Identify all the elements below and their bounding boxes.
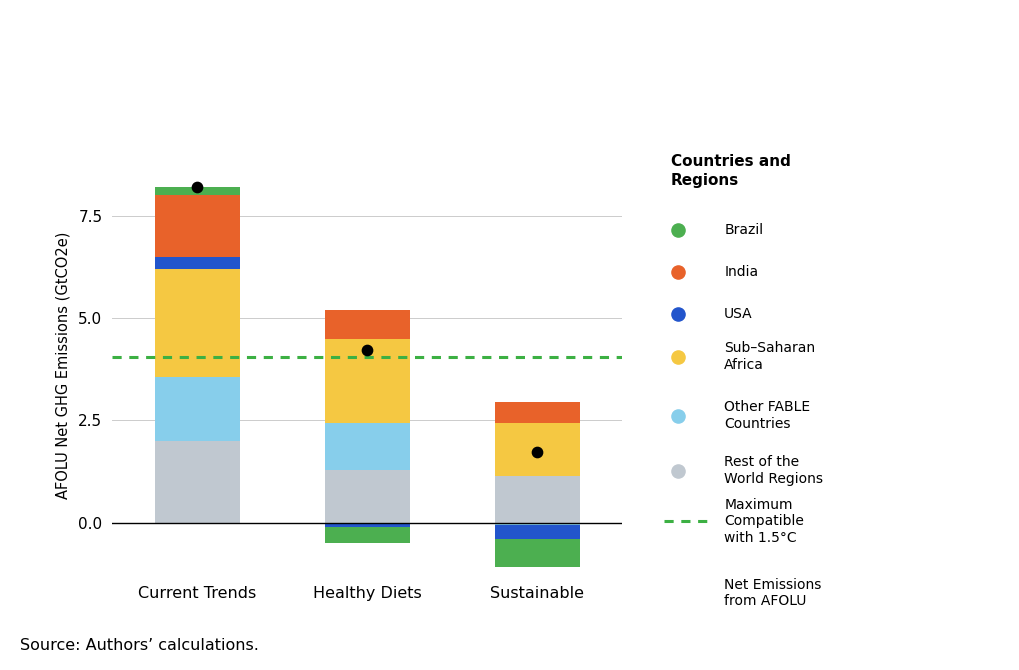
Bar — [324, 423, 410, 470]
Bar — [494, 523, 579, 525]
Text: Rest of the
World Regions: Rest of the World Regions — [723, 456, 822, 486]
Bar — [494, 539, 579, 567]
Bar — [494, 525, 579, 539]
Bar — [324, 310, 410, 338]
Text: Brazil: Brazil — [723, 223, 762, 237]
Y-axis label: AFOLU Net GHG Emissions (GtCO2e): AFOLU Net GHG Emissions (GtCO2e) — [55, 231, 70, 499]
Text: USA: USA — [723, 308, 752, 322]
Bar — [155, 195, 239, 257]
Bar — [155, 269, 239, 377]
Bar — [155, 257, 239, 269]
Text: Source: Authors’ calculations.: Source: Authors’ calculations. — [20, 639, 259, 653]
Bar — [324, 338, 410, 423]
Text: India: India — [723, 265, 757, 279]
Bar — [494, 402, 579, 423]
Text: Maximum
Compatible
with 1.5°C: Maximum Compatible with 1.5°C — [723, 498, 803, 545]
Bar — [324, 527, 410, 543]
Text: pathway: pathway — [20, 82, 114, 101]
Bar — [155, 441, 239, 523]
Bar — [494, 423, 579, 476]
Bar — [324, 523, 410, 527]
Text: Net Emissions
from AFOLU: Net Emissions from AFOLU — [723, 578, 820, 608]
Text: Sub–Saharan
Africa: Sub–Saharan Africa — [723, 341, 814, 372]
Bar — [155, 187, 239, 195]
Bar — [155, 377, 239, 441]
Text: Other FABLE
Countries: Other FABLE Countries — [723, 401, 809, 431]
Point — [529, 447, 545, 458]
Point — [359, 344, 375, 355]
Text: Figure 3. GHG emissions from agriculture and land use change under each: Figure 3. GHG emissions from agriculture… — [20, 31, 840, 50]
Bar — [494, 476, 579, 523]
Text: Countries and
Regions: Countries and Regions — [671, 154, 790, 188]
Bar — [324, 470, 410, 523]
Point — [189, 182, 205, 192]
